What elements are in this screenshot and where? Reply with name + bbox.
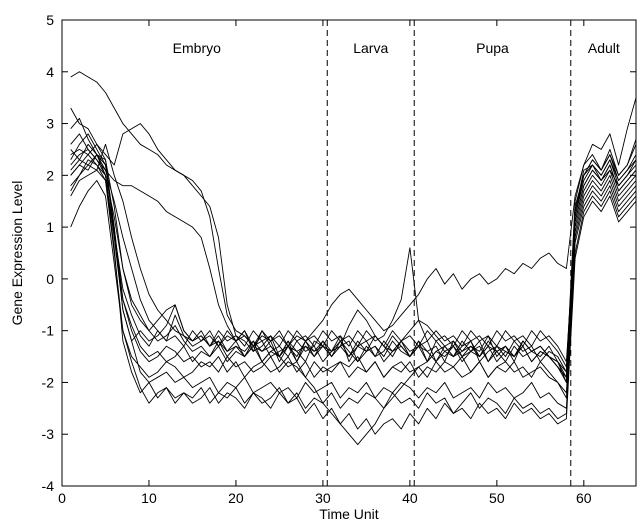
x-tick-label: 20 — [228, 490, 244, 506]
series-line-8 — [70, 169, 637, 399]
y-tick-label: -1 — [42, 323, 55, 339]
x-tick-label: 0 — [58, 490, 66, 506]
y-tick-label: -4 — [42, 478, 55, 494]
y-axis-label: Gene Expression Level — [9, 181, 25, 326]
series-line-12 — [70, 148, 637, 446]
y-axis: -4 -3 -2 -1 0 1 2 3 4 5 — [42, 12, 636, 494]
x-axis: 0 10 20 30 40 50 60 — [58, 20, 592, 506]
series-line-4 — [70, 143, 637, 378]
series-line-1 — [70, 71, 637, 373]
x-tick-label: 60 — [576, 490, 592, 506]
stage-label: Adult — [588, 40, 620, 56]
x-tick-label: 30 — [315, 490, 331, 506]
y-tick-label: 4 — [46, 64, 54, 80]
stage-labels: Embryo Larva Pupa Adult — [173, 40, 620, 56]
x-tick-label: 50 — [489, 490, 505, 506]
plot-frame — [61, 19, 637, 487]
x-tick-label: 40 — [402, 490, 418, 506]
series-line-11 — [70, 143, 637, 435]
series-line-3 — [70, 117, 637, 373]
y-tick-label: 1 — [46, 219, 54, 235]
stage-boundaries — [326, 20, 572, 486]
series-line-13 — [70, 133, 637, 347]
series-line-9 — [70, 180, 637, 420]
stage-label: Larva — [353, 40, 388, 56]
y-tick-label: 2 — [46, 167, 54, 183]
stage-label: Pupa — [476, 40, 509, 56]
series-line-15 — [70, 154, 637, 368]
series-line-7 — [70, 159, 637, 409]
x-axis-label: Time Unit — [319, 506, 378, 522]
series-line-14 — [70, 143, 637, 378]
series-lines — [70, 71, 637, 446]
y-tick-label: 3 — [46, 116, 54, 132]
stage-label: Embryo — [173, 40, 221, 56]
series-line-10 — [70, 133, 637, 363]
x-tick-label: 10 — [141, 490, 157, 506]
y-tick-label: -2 — [42, 374, 55, 390]
series-line-6 — [70, 154, 637, 394]
series-line-5 — [70, 148, 637, 383]
y-tick-label: 0 — [46, 271, 54, 287]
y-tick-label: -3 — [42, 426, 55, 442]
y-tick-label: 5 — [46, 12, 54, 28]
